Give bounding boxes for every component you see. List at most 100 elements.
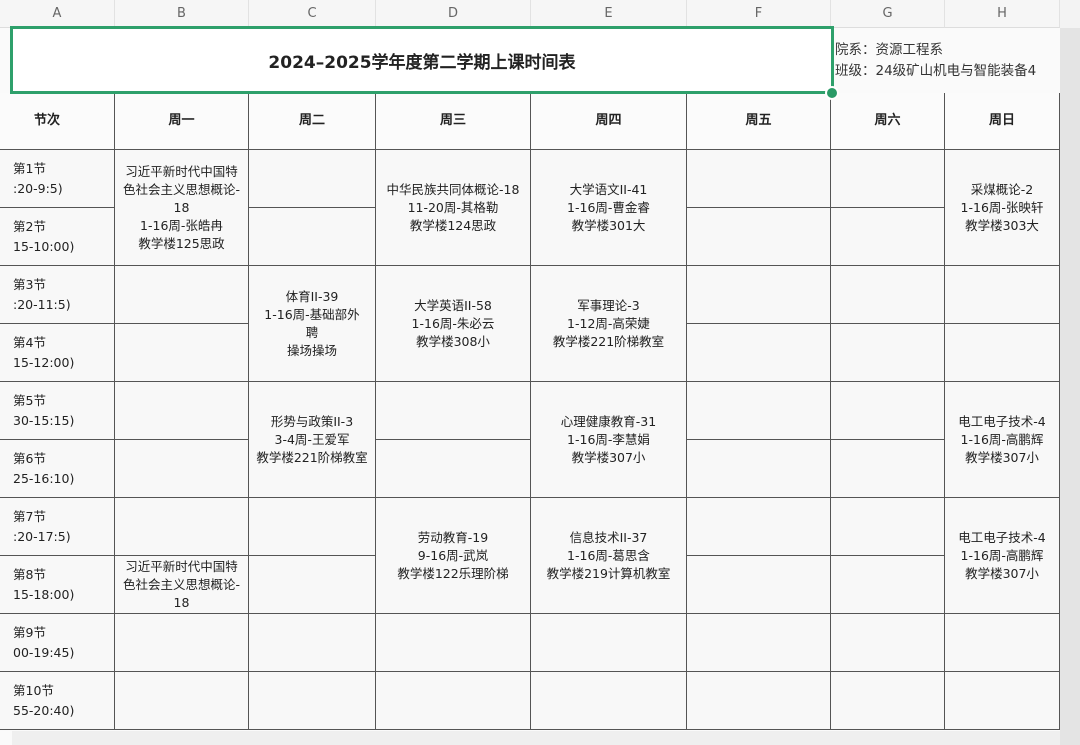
column-header-E[interactable]: E [531,0,687,28]
course-line: 1-12周-高荣婕 [567,315,650,331]
column-header-C[interactable]: C [249,0,376,28]
empty-cell[interactable] [115,324,249,382]
period-time: 15-18:00) [13,586,75,602]
course-cell[interactable]: 大学英语II-58 1-16周-朱必云 教学楼308小 [376,266,531,382]
empty-cell[interactable] [249,672,376,730]
course-line: 大学英语II-58 [414,297,492,313]
course-line: 心理健康教育-31 [560,413,657,429]
column-header-G[interactable]: G [831,0,945,28]
course-line: 1-16周-高鹏辉 [960,547,1044,563]
empty-cell[interactable] [376,382,531,440]
title-cell[interactable]: 2024–2025学年度第二学期上课时间表 [10,26,834,94]
empty-cell[interactable] [831,498,945,556]
empty-cell[interactable] [115,266,249,324]
empty-cell[interactable] [945,672,1060,730]
empty-cell[interactable] [376,440,531,498]
course-line: 采煤概论-2 [970,181,1034,197]
empty-cell[interactable] [687,324,831,382]
empty-cell[interactable] [531,614,687,672]
course-line: 教学楼221阶梯教室 [256,449,368,465]
selection-fill-handle[interactable] [825,86,839,100]
period-cell: 第1节:20-9:5) [0,150,115,208]
column-header-H[interactable]: H [945,0,1060,28]
header-1: 周一 [115,93,249,150]
empty-cell[interactable] [249,150,376,208]
course-line: 军事理论-3 [577,297,640,313]
period-cell: 第8节 15-18:00) [0,556,115,614]
empty-cell[interactable] [831,556,945,614]
course-cell[interactable]: 体育II-39 1-16周-基础部外聘操场操场 [249,266,376,382]
empty-cell[interactable] [249,498,376,556]
period-cell: 第7节:20-17:5) [0,498,115,556]
period-time: :20-11:5) [13,296,71,312]
empty-cell[interactable] [831,150,945,208]
empty-cell[interactable] [115,382,249,440]
period-label: 第1节 [13,160,46,176]
course-line: 1-16周-基础部外 [264,306,360,322]
course-line: 1-16周-李慧娟 [567,431,650,447]
empty-cell[interactable] [249,614,376,672]
period-label: 第7节 [13,508,46,524]
empty-cell[interactable] [687,498,831,556]
column-header-D[interactable]: D [376,0,531,28]
course-cell[interactable]: 采煤概论-2 1-16周-张映轩 教学楼303大 [945,150,1060,266]
empty-cell[interactable] [687,382,831,440]
period-cell: 第5节 30-15:15) [0,382,115,440]
course-line: 形势与政策II-3 [270,413,354,429]
timetable-title: 2024–2025学年度第二学期上课时间表 [268,52,576,73]
empty-cell[interactable] [831,208,945,266]
empty-cell[interactable] [945,324,1060,382]
empty-cell[interactable] [531,672,687,730]
empty-cell[interactable] [687,440,831,498]
column-header-F[interactable]: F [687,0,831,28]
course-line: 教学楼303大 [965,217,1039,233]
empty-cell[interactable] [115,440,249,498]
course-cell[interactable]: 电工电子技术-4 1-16周-高鹏辉 教学楼307小 [945,382,1060,498]
empty-cell[interactable] [115,672,249,730]
empty-cell[interactable] [249,208,376,266]
empty-cell[interactable] [831,614,945,672]
empty-cell[interactable] [687,266,831,324]
course-cell[interactable]: 电工电子技术-4 1-16周-高鹏辉 教学楼307小 [945,498,1060,614]
empty-cell[interactable] [115,498,249,556]
course-line: 教学楼307小 [571,449,646,465]
empty-cell[interactable] [831,672,945,730]
header-0: 节次 [0,93,115,150]
vertical-scrollbar[interactable] [1060,28,1080,745]
empty-cell[interactable] [687,556,831,614]
course-cell[interactable]: 军事理论-3 1-12周-高荣婕 教学楼221阶梯教室 [531,266,687,382]
header-5: 周五 [687,93,831,150]
course-cell[interactable]: 大学语文II-41 1-16周-曹金睿 教学楼301大 [531,150,687,266]
course-cell[interactable]: 习近平新时代中国特 色社会主义思想概论- 18 [115,556,249,614]
empty-cell[interactable] [831,324,945,382]
empty-cell[interactable] [945,614,1060,672]
empty-cell[interactable] [687,614,831,672]
empty-cell[interactable] [687,672,831,730]
course-cell[interactable]: 劳动教育-19 9-16周-武岚 教学楼122乐理阶梯 [376,498,531,614]
empty-cell[interactable] [115,614,249,672]
empty-cell[interactable] [831,266,945,324]
empty-cell[interactable] [376,672,531,730]
header-label: 周六 [874,113,901,128]
header-7: 周日 [945,93,1060,150]
course-cell[interactable]: 信息技术II-37 1-16周-葛思含 教学楼219计算机教室 [531,498,687,614]
empty-cell[interactable] [687,150,831,208]
column-header-A[interactable]: A [0,0,115,28]
header-2: 周二 [249,93,376,150]
empty-cell[interactable] [687,208,831,266]
course-cell[interactable]: 中华民族共同体概论-18 11-20周-其格勒 教学楼124思政 [376,150,531,266]
course-cell[interactable]: 习近平新时代中国特 色社会主义思想概论- 18 1-16周-张皓冉 教学楼125思政 [115,150,249,266]
empty-cell[interactable] [945,266,1060,324]
empty-cell[interactable] [831,440,945,498]
course-line: 电工电子技术-4 [958,529,1046,545]
empty-cell[interactable] [376,614,531,672]
empty-cell[interactable] [249,556,376,614]
course-line: 教学楼219计算机教室 [546,565,671,581]
course-cell[interactable]: 形势与政策II-3 3-4周-王爱军 教学楼221阶梯教室 [249,382,376,498]
column-header-B[interactable]: B [115,0,249,28]
period-time: 55-20:40) [13,702,75,718]
course-line: 1-16周-高鹏辉 [960,431,1044,447]
empty-cell[interactable] [831,382,945,440]
header-label: 周二 [298,113,325,128]
course-cell[interactable]: 心理健康教育-31 1-16周-李慧娟 教学楼307小 [531,382,687,498]
